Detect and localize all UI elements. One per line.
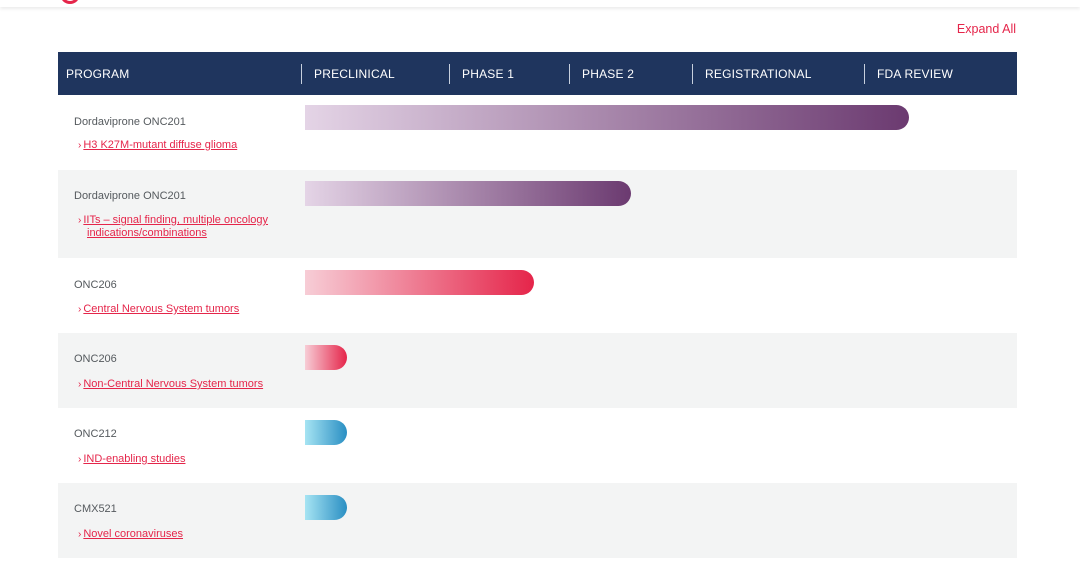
pipeline-header: PROGRAM PRECLINICAL PHASE 1 PHASE 2 REGI…: [58, 52, 1017, 95]
header-fda-review-label: FDA REVIEW: [877, 66, 954, 81]
header-divider: [692, 63, 693, 84]
indication-link[interactable]: › IND-enabling studies: [78, 453, 185, 466]
indication-label: Non-Central Nervous System tumors: [83, 378, 264, 390]
chevron-right-icon: ›: [78, 454, 82, 465]
indication-link[interactable]: › H3 K27M-mutant diffuse glioma: [78, 139, 237, 152]
header-preclinical-label: PRECLINICAL: [314, 66, 395, 81]
indication-label: IND-enabling studies: [83, 453, 186, 465]
header-phase1: PHASE 1: [449, 52, 514, 95]
chevron-right-icon: ›: [78, 140, 82, 151]
indication-link[interactable]: › Non-Central Nervous System tumors: [78, 378, 263, 391]
progress-bar: [305, 420, 347, 445]
header-program: PROGRAM: [66, 52, 129, 95]
expand-all-link[interactable]: Expand All: [956, 22, 1016, 36]
indication-link[interactable]: › Central Nervous System tumors: [78, 303, 239, 316]
header-fda-review: FDA REVIEW: [864, 52, 953, 95]
progress-bar: [305, 270, 534, 295]
progress-bar: [305, 105, 909, 130]
pipeline-row: Dordaviprone ONC201 › H3 K27M-mutant diff…: [58, 95, 1017, 170]
program-name: ONC206: [74, 353, 117, 365]
progress-bar: [305, 181, 631, 206]
indication-label: Novel coronaviruses: [83, 528, 183, 540]
header-divider: [301, 63, 302, 84]
header-preclinical: PRECLINICAL: [301, 52, 395, 95]
pipeline-table: PROGRAM PRECLINICAL PHASE 1 PHASE 2 REGI…: [58, 52, 1017, 558]
progress-bar: [305, 495, 347, 520]
pipeline-row: ONC212 › IND-enabling studies: [58, 408, 1017, 483]
indication-link[interactable]: › Novel coronaviruses: [78, 528, 183, 541]
pipeline-row: Dordaviprone ONC201 › IITs – signal findi…: [58, 170, 1017, 258]
pipeline-row: ONC206 › Central Nervous System tumors: [58, 258, 1017, 333]
pipeline-row: CMX521 › Novel coronaviruses: [58, 483, 1017, 558]
brand-logo-icon[interactable]: [60, 0, 80, 4]
top-nav-strip: [0, 0, 1080, 7]
header-phase2: PHASE 2: [569, 52, 634, 95]
chevron-right-icon: ›: [78, 215, 82, 226]
program-name: Dordaviprone ONC201: [74, 116, 186, 128]
header-divider: [569, 63, 570, 84]
indication-label-continued: indications/combinations: [87, 227, 207, 239]
header-phase2-label: PHASE 2: [582, 66, 635, 81]
chevron-right-icon: ›: [78, 379, 82, 390]
header-registrational: REGISTRATIONAL: [692, 52, 812, 95]
progress-bar: [305, 345, 347, 370]
indication-link[interactable]: › IITs – signal finding, multiple oncolog…: [78, 214, 268, 240]
pipeline-row: ONC206 › Non-Central Nervous System tumor…: [58, 333, 1017, 408]
chevron-right-icon: ›: [78, 529, 82, 540]
program-name: ONC206: [74, 279, 117, 291]
program-name: ONC212: [74, 428, 117, 440]
indication-label: Central Nervous System tumors: [83, 303, 240, 315]
indication-label: IITs – signal finding, multiple oncology: [83, 214, 269, 226]
header-phase1-label: PHASE 1: [462, 66, 515, 81]
program-name: CMX521: [74, 503, 117, 515]
indication-label: H3 K27M-mutant diffuse glioma: [83, 139, 238, 151]
program-name: Dordaviprone ONC201: [74, 190, 186, 202]
chevron-right-icon: ›: [78, 304, 82, 315]
header-divider: [449, 63, 450, 84]
header-registrational-label: REGISTRATIONAL: [705, 66, 812, 81]
header-program-label: PROGRAM: [66, 66, 130, 81]
header-divider: [864, 63, 865, 84]
